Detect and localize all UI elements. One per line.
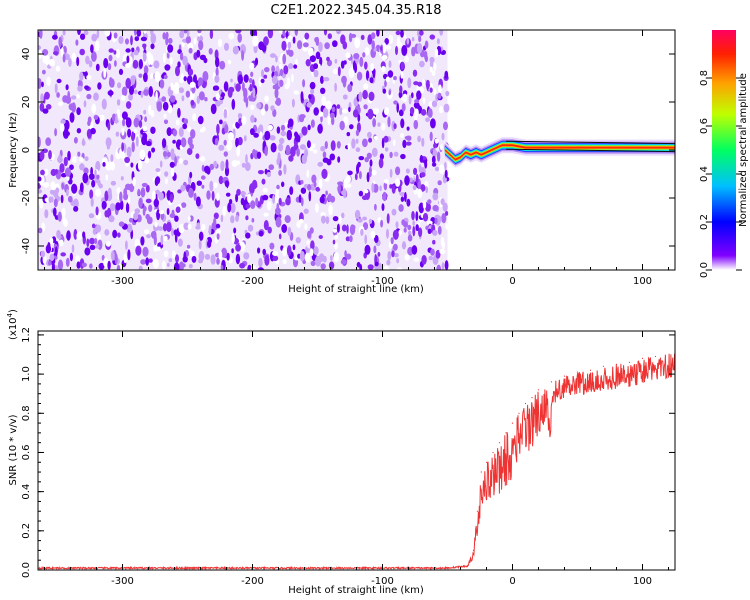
x-tick-label: -100 (371, 276, 394, 287)
snr-data-point (550, 381, 553, 383)
snr-data-point (485, 461, 488, 463)
snr-data-point (480, 471, 482, 473)
y-tick-label: 0.8 (21, 405, 32, 421)
snr-panel: -300 -200 -100 0 100 0.0 0.2 0.4 0.6 0.8 1.0 1.2 H… (6, 309, 676, 596)
snr-frame (37, 330, 676, 571)
snr-y-label: SNR (10 * v/v) (8, 414, 19, 485)
colorbar-tick-label: 0.4 (699, 166, 710, 182)
snr-data-point (524, 402, 527, 405)
colorbar-tick-label: 0.8 (699, 70, 710, 86)
x-tick-label: -300 (111, 576, 134, 587)
y-tick-label: -40 (21, 238, 32, 254)
x-tick-label: 0 (509, 576, 515, 587)
snr-data-point (492, 451, 494, 454)
signal-ridge (444, 137, 675, 168)
snr-data-point (446, 567, 449, 569)
colorbar-ticks: 0.0 0.2 0.4 0.6 0.8 (699, 70, 742, 278)
snr-data-point (498, 442, 501, 444)
y-tick-label: 40 (21, 48, 32, 61)
y-tick-label: 0.4 (21, 484, 32, 500)
snr-data-point (615, 363, 618, 365)
colorbar-gradient (712, 30, 736, 270)
x-tick-label: -100 (371, 576, 394, 587)
snr-y-ticks: 0.0 0.2 0.4 0.6 0.8 1.0 1.2 (21, 327, 675, 578)
snr-data-point (563, 375, 566, 377)
snr-data-point (537, 389, 540, 391)
snr-series-line (38, 353, 675, 570)
spectrogram-y-label: Frequency (Hz) (8, 112, 19, 188)
snr-data-point (518, 412, 520, 414)
y-tick-label: -20 (21, 190, 32, 206)
snr-content (38, 351, 675, 570)
figure-title: C2E1.2022.345.04.35.R18 (270, 3, 441, 18)
x-tick-label: -200 (241, 576, 264, 587)
colorbar-tick-label: 0.6 (699, 118, 710, 134)
colorbar: 0.0 0.2 0.4 0.6 0.8 Normalized spectral ampl… (699, 30, 749, 278)
snr-x-ticks: -300 -200 -100 0 100 (44, 331, 669, 587)
colorbar-tick-label: 0.0 (699, 262, 710, 278)
snr-data-point (466, 565, 468, 567)
y-tick-label: 1.0 (21, 366, 32, 382)
x-tick-label: -300 (111, 276, 134, 287)
spectrogram-content (38, 30, 675, 270)
snr-data-point (472, 549, 475, 552)
colorbar-label: Normalized spectral amplitude (738, 73, 749, 227)
y-tick-label: 20 (21, 96, 32, 109)
y-tick-label: 0 (21, 147, 32, 153)
snr-x-label: Height of straight line (km) (288, 585, 424, 596)
spectrogram-x-ticks: -300 -200 -100 0 100 (44, 30, 669, 287)
snr-scale-label: (x104) (6, 309, 19, 340)
x-tick-label: 100 (633, 576, 652, 587)
snr-data-point (576, 371, 579, 373)
snr-data-point (641, 357, 644, 359)
snr-data-point (511, 422, 514, 424)
y-tick-label: 0.6 (21, 445, 32, 461)
spectrogram-x-label: Height of straight line (km) (288, 284, 424, 295)
snr-data-point (589, 369, 592, 371)
snr-data-point (476, 510, 478, 512)
y-tick-label: 1.2 (21, 327, 32, 343)
x-tick-label: 0 (509, 276, 515, 287)
snr-data-point (505, 432, 507, 434)
snr-data-point (654, 355, 657, 358)
noise-speckles (38, 30, 450, 270)
spectrogram-y-ticks: -40 -20 0 20 40 (21, 48, 675, 254)
snr-data-point (628, 361, 631, 363)
snr-data-point (602, 365, 605, 367)
x-tick-label: 100 (633, 276, 652, 287)
y-tick-label: 0.2 (21, 523, 32, 539)
y-tick-label: 0.0 (21, 562, 32, 578)
x-tick-label: -200 (241, 276, 264, 287)
snr-data-point (531, 397, 533, 399)
colorbar-tick-label: 0.2 (699, 214, 710, 230)
